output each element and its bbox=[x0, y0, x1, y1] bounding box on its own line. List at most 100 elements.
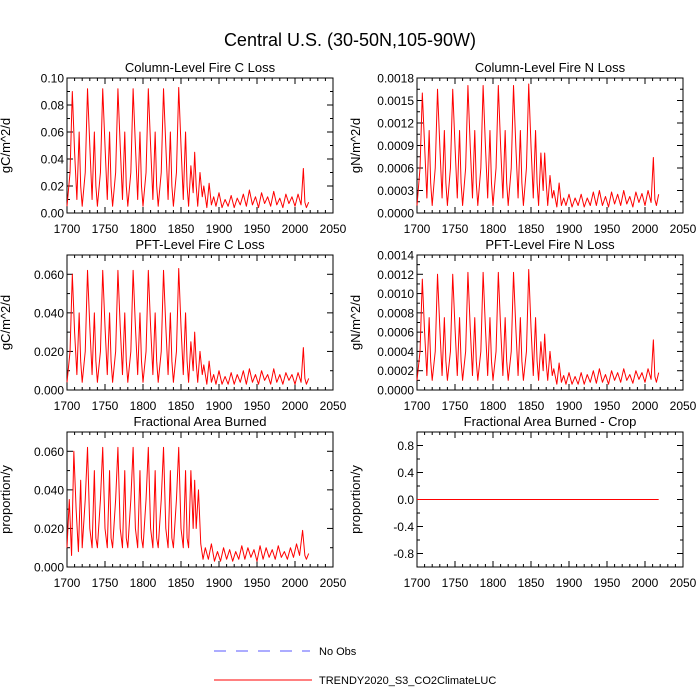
panel-title: Fractional Area Burned - Crop bbox=[464, 414, 637, 429]
y-tick-label: 0.00 bbox=[41, 207, 65, 221]
x-tick-label: 1850 bbox=[168, 399, 195, 413]
x-tick-label: 1800 bbox=[480, 222, 507, 236]
x-tick-label: 1900 bbox=[206, 399, 233, 413]
x-tick-label: 1900 bbox=[556, 576, 583, 590]
x-tick-label: 2050 bbox=[670, 576, 697, 590]
y-tick-label: 0.0006 bbox=[377, 326, 414, 340]
series-line bbox=[416, 83, 660, 208]
series-line bbox=[66, 86, 310, 209]
legend-label: TRENDY2020_S3_CO2ClimateLUC bbox=[319, 675, 496, 687]
legend-label: No Obs bbox=[319, 646, 357, 658]
chart-panel-1: Column-Level Fire C Loss gC/m^2/d 1700 1750… bbox=[0, 60, 347, 236]
y-tick-label: 0.040 bbox=[34, 306, 64, 320]
x-tick-label: 1900 bbox=[206, 576, 233, 590]
x-tick-label: 1750 bbox=[442, 576, 469, 590]
panels: Column-Level Fire C Loss gC/m^2/d 1700 1750… bbox=[0, 60, 697, 590]
x-tick-label: 2050 bbox=[320, 399, 347, 413]
y-tick-label: 0.06 bbox=[41, 126, 65, 140]
x-tick-label: 1950 bbox=[244, 222, 271, 236]
y-tick-label: 0.0012 bbox=[377, 268, 414, 282]
x-tick-label: 1700 bbox=[404, 399, 431, 413]
x-tick-label: 1950 bbox=[594, 222, 621, 236]
series-line bbox=[416, 268, 660, 385]
figure-title: Central U.S. (30-50N,105-90W) bbox=[224, 30, 476, 50]
x-tick-label: 2050 bbox=[670, 222, 697, 236]
plot-frame bbox=[66, 431, 334, 568]
y-tick-label: 0.020 bbox=[34, 522, 64, 536]
y-axis-label: proportion/y bbox=[348, 465, 363, 534]
x-tick-label: 1950 bbox=[244, 399, 271, 413]
plot-frame bbox=[66, 254, 334, 391]
y-axis-label: gN/m^2/d bbox=[348, 118, 363, 173]
y-tick-label: 0.000 bbox=[34, 384, 64, 398]
x-tick-label: 1850 bbox=[518, 576, 545, 590]
y-tick-label: 0.8 bbox=[397, 439, 414, 453]
y-axis-label: proportion/y bbox=[0, 465, 13, 534]
chart-panel-2: Column-Level Fire N Loss gN/m^2/d 1700 1750… bbox=[348, 60, 697, 236]
y-tick-label: 0.0002 bbox=[377, 364, 414, 378]
x-tick-label: 1800 bbox=[130, 399, 157, 413]
x-tick-label: 1950 bbox=[594, 399, 621, 413]
panel-title: PFT-Level Fire C Loss bbox=[135, 237, 265, 252]
y-axis-label: gC/m^2/d bbox=[0, 118, 13, 173]
series-line bbox=[66, 268, 310, 385]
panel-title: PFT-Level Fire N Loss bbox=[485, 237, 615, 252]
x-tick-label: 1750 bbox=[92, 399, 119, 413]
y-tick-label: 0.4 bbox=[397, 466, 414, 480]
x-tick-label: 1750 bbox=[442, 222, 469, 236]
x-tick-label: 1700 bbox=[404, 576, 431, 590]
y-tick-label: 0.000 bbox=[34, 561, 64, 575]
y-tick-label: 0.0000 bbox=[377, 384, 414, 398]
x-tick-label: 1950 bbox=[594, 576, 621, 590]
chart-panel-3: PFT-Level Fire C Loss gC/m^2/d 1700 1750 180… bbox=[0, 237, 347, 413]
y-tick-label: 0.0000 bbox=[377, 207, 414, 221]
panel-title: Column-Level Fire N Loss bbox=[475, 60, 626, 75]
series-line bbox=[66, 446, 310, 562]
y-tick-label: 0.08 bbox=[41, 99, 65, 113]
y-tick-label: 0.060 bbox=[34, 445, 64, 459]
y-tick-label: -0.8 bbox=[393, 547, 414, 561]
y-tick-label: 0.0018 bbox=[377, 72, 414, 86]
y-tick-label: 0.0 bbox=[397, 493, 414, 507]
y-tick-label: 0.0006 bbox=[377, 162, 414, 176]
x-tick-label: 2050 bbox=[320, 576, 347, 590]
y-tick-label: 0.04 bbox=[41, 153, 65, 167]
x-tick-label: 1850 bbox=[168, 222, 195, 236]
x-tick-label: 2050 bbox=[320, 222, 347, 236]
x-tick-label: 2000 bbox=[632, 222, 659, 236]
x-tick-label: 1950 bbox=[244, 576, 271, 590]
x-tick-label: 1800 bbox=[480, 576, 507, 590]
chart-panel-4: PFT-Level Fire N Loss gN/m^2/d 1700 1750 180… bbox=[348, 237, 697, 413]
x-tick-label: 1700 bbox=[404, 222, 431, 236]
panel-title: Column-Level Fire C Loss bbox=[125, 60, 276, 75]
y-tick-label: 0.10 bbox=[41, 72, 65, 86]
x-tick-label: 1700 bbox=[54, 222, 81, 236]
x-tick-label: 1800 bbox=[480, 399, 507, 413]
chart-panel-6: Fractional Area Burned - Crop proportion/… bbox=[348, 414, 697, 590]
x-tick-label: 2050 bbox=[670, 399, 697, 413]
x-tick-label: 1800 bbox=[130, 222, 157, 236]
y-tick-label: 0.02 bbox=[41, 180, 65, 194]
x-tick-label: 2000 bbox=[282, 576, 309, 590]
x-tick-label: 1900 bbox=[556, 399, 583, 413]
x-tick-label: 1900 bbox=[206, 222, 233, 236]
y-tick-label: 0.0014 bbox=[377, 249, 414, 263]
x-tick-label: 2000 bbox=[282, 222, 309, 236]
y-tick-label: 0.0015 bbox=[377, 94, 414, 108]
x-tick-label: 2000 bbox=[282, 399, 309, 413]
x-tick-label: 1900 bbox=[556, 222, 583, 236]
x-tick-label: 1750 bbox=[442, 399, 469, 413]
y-tick-label: 0.040 bbox=[34, 483, 64, 497]
chart-panel-5: Fractional Area Burned proportion/y 1700 17… bbox=[0, 414, 347, 590]
y-tick-label: 0.0003 bbox=[377, 184, 414, 198]
x-tick-label: 1850 bbox=[168, 576, 195, 590]
y-axis-label: gC/m^2/d bbox=[0, 295, 13, 350]
y-tick-label: 0.0012 bbox=[377, 117, 414, 131]
x-tick-label: 1700 bbox=[54, 399, 81, 413]
y-tick-label: 0.060 bbox=[34, 268, 64, 282]
y-tick-label: 0.020 bbox=[34, 345, 64, 359]
y-tick-label: 0.0010 bbox=[377, 287, 414, 301]
y-tick-label: 0.0008 bbox=[377, 306, 414, 320]
legend: No Obs TRENDY2020_S3_CO2ClimateLUC bbox=[214, 646, 496, 687]
